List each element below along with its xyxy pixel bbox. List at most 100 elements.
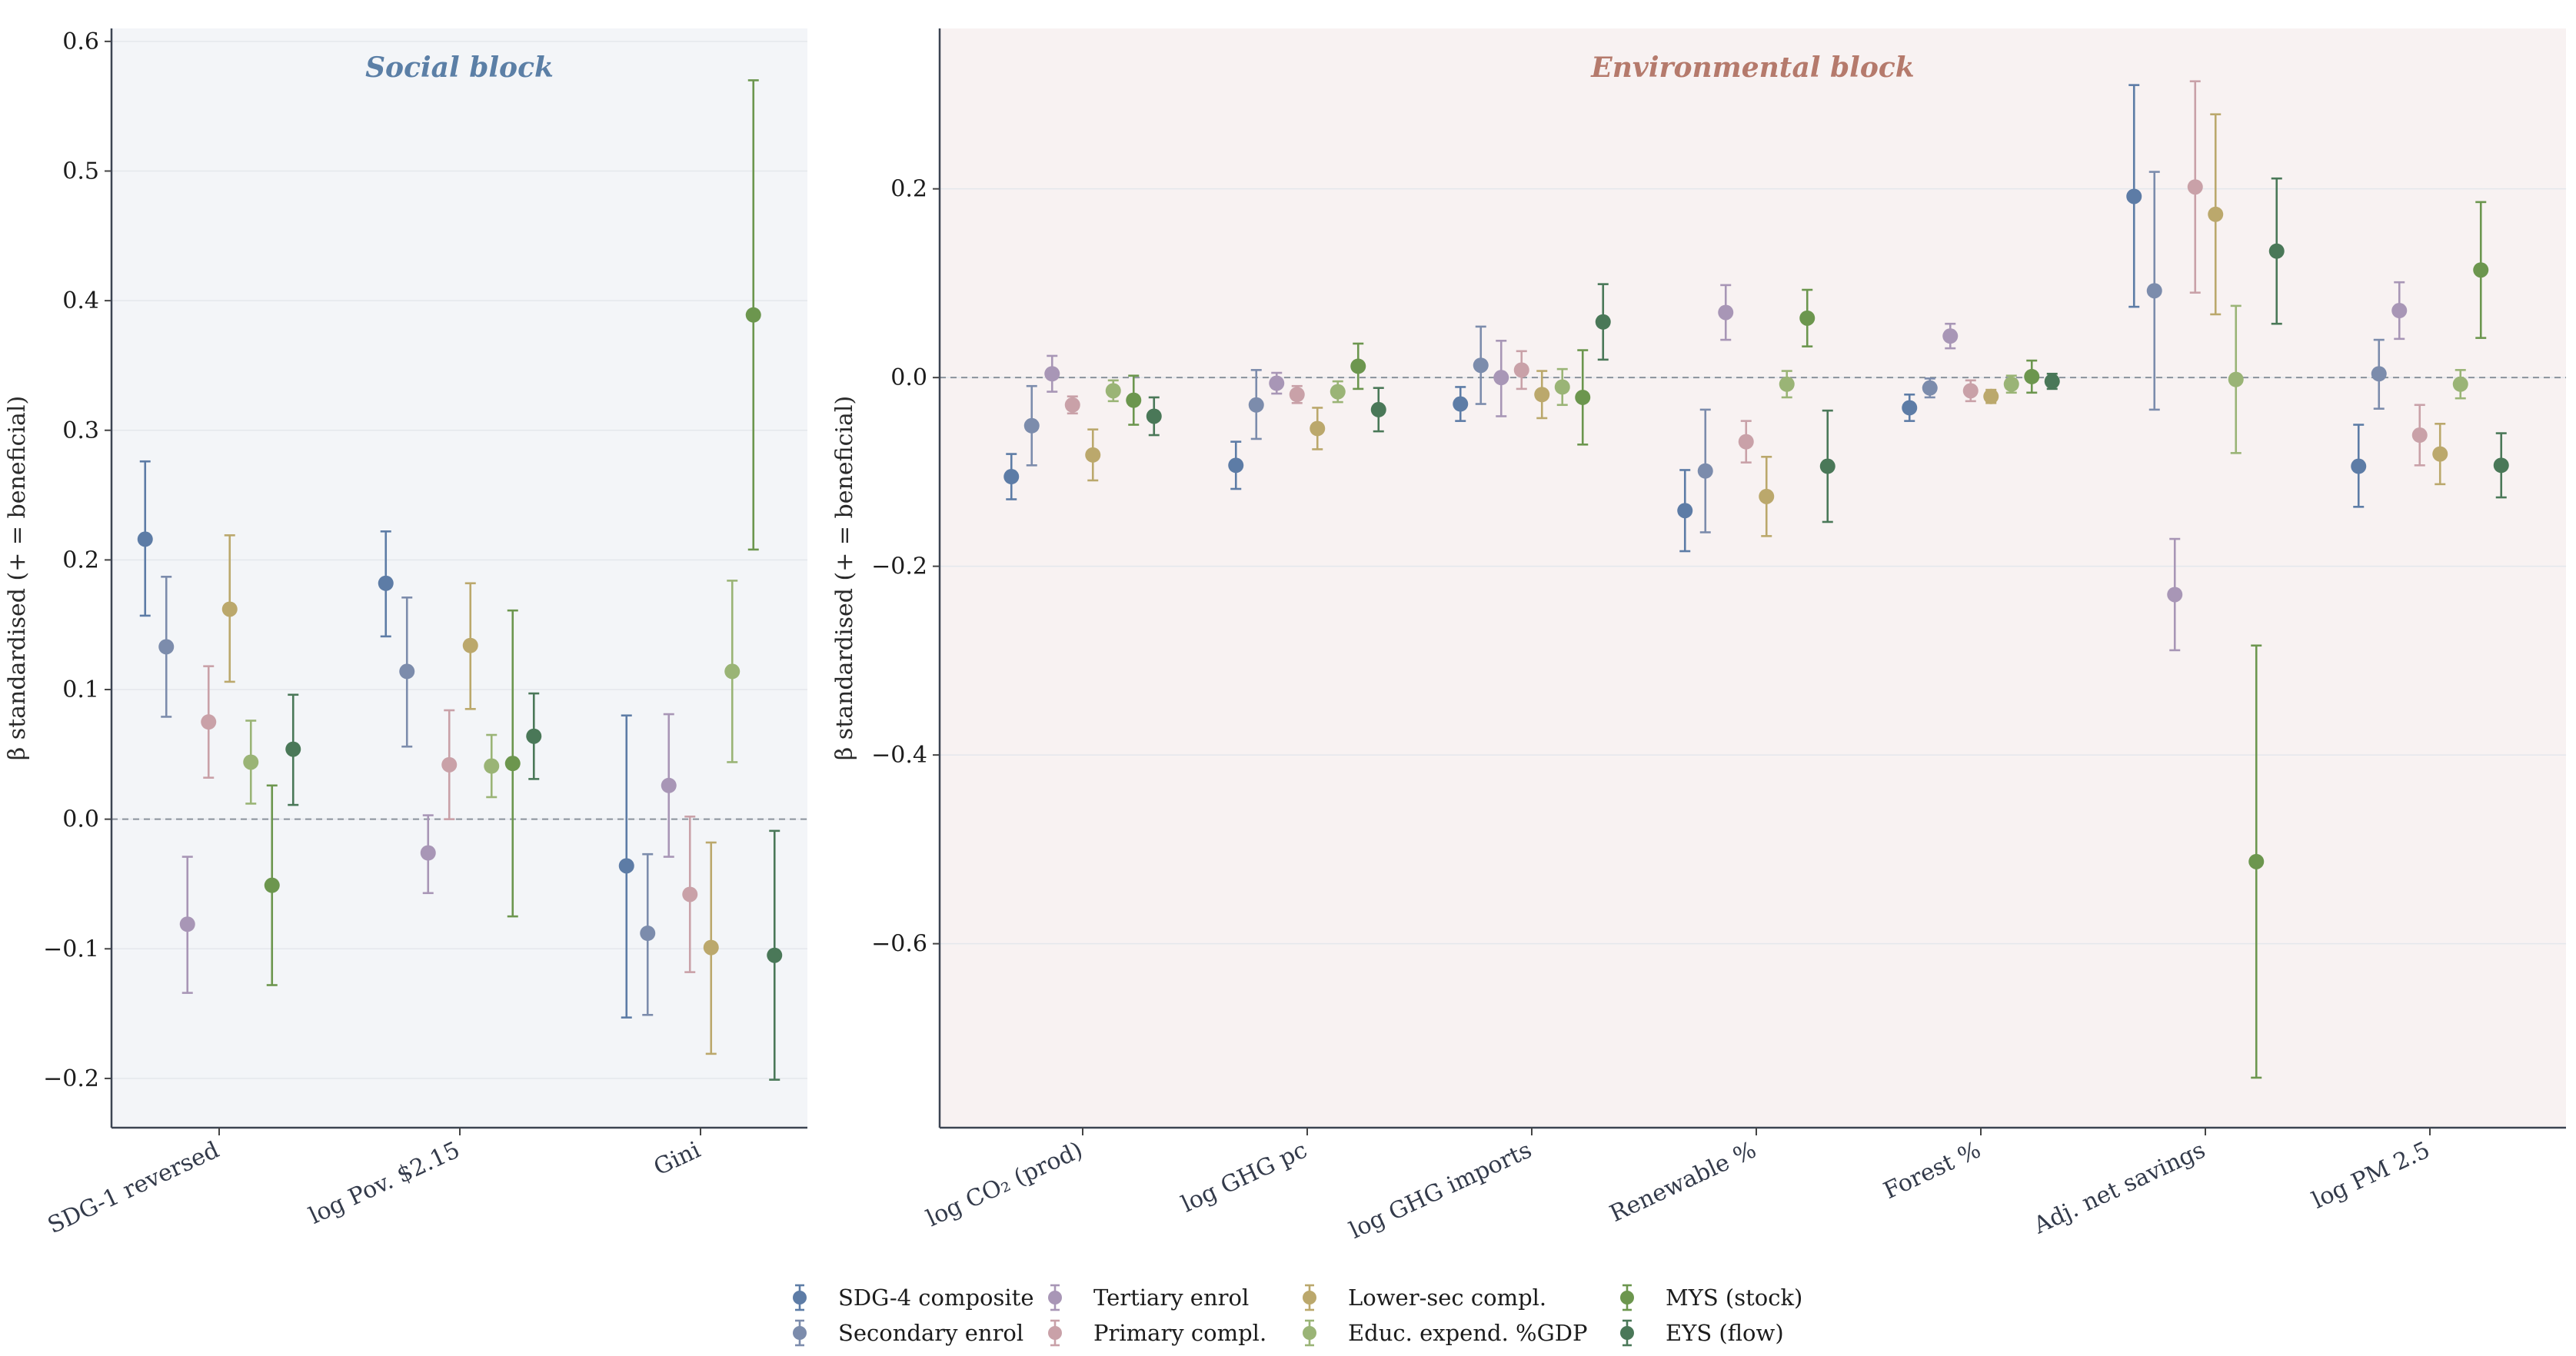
data-point: [2146, 283, 2162, 299]
data-point: [137, 531, 153, 547]
data-point: [1023, 417, 1040, 434]
data-point: [1697, 463, 1713, 479]
data-point: [2268, 243, 2285, 259]
legend-label: Primary compl.: [1093, 1320, 1266, 1346]
data-point: [2473, 262, 2489, 278]
data-point: [1779, 376, 1795, 392]
data-point: [1350, 358, 1366, 374]
x-tick-label: log GHG pc: [1177, 1137, 1311, 1218]
data-point: [1126, 392, 1142, 408]
data-point: [1738, 434, 1754, 450]
data-point: [1289, 387, 1305, 403]
data-point: [1370, 401, 1386, 417]
plot-background: [111, 28, 807, 1128]
legend-label: Lower-sec compl.: [1348, 1285, 1546, 1311]
x-tick-label: log Pov. $2.15: [305, 1137, 464, 1230]
y-tick-label: 0.0: [62, 806, 99, 833]
data-point: [2126, 188, 2142, 204]
legend-marker-dot: [793, 1326, 807, 1340]
data-point: [2044, 374, 2060, 390]
legend-label: Educ. expend. %GDP: [1348, 1320, 1588, 1346]
legend-label: Secondary enrol: [838, 1320, 1023, 1346]
data-point: [1310, 420, 1326, 437]
data-point: [682, 886, 698, 902]
data-point: [2493, 457, 2509, 474]
data-point: [1105, 383, 1121, 399]
y-tick-label: −0.6: [871, 931, 927, 958]
block-title: Environmental block: [1590, 52, 1914, 84]
data-point: [2167, 587, 2183, 603]
data-point: [441, 756, 458, 773]
data-point: [1575, 389, 1591, 405]
data-point: [221, 601, 238, 617]
data-point: [264, 877, 280, 893]
y-tick-label: 0.2: [62, 547, 99, 573]
data-point: [1064, 397, 1080, 413]
data-point: [1330, 384, 1346, 400]
block-title: Social block: [365, 52, 554, 84]
data-point: [2208, 206, 2224, 222]
data-point: [661, 777, 677, 793]
y-axis-label: β standardised (+ = beneficial): [4, 396, 31, 760]
y-tick-label: 0.1: [62, 676, 99, 703]
y-tick-label: 0.3: [62, 417, 99, 444]
data-point: [1146, 408, 1162, 424]
legend-marker-dot: [1620, 1291, 1634, 1304]
data-point: [158, 639, 175, 655]
legend-label: MYS (stock): [1666, 1285, 1802, 1311]
data-point: [1003, 469, 1020, 485]
data-point: [1799, 310, 1816, 326]
x-tick-label: SDG-1 reversed: [44, 1137, 224, 1240]
data-point: [504, 756, 521, 772]
legend-marker-dot: [1620, 1326, 1634, 1340]
data-point: [1819, 458, 1835, 474]
legend: SDG-4 composite Secondary enrol Tertiary e…: [793, 1284, 1802, 1347]
data-point: [2228, 371, 2244, 387]
data-point: [1922, 380, 1938, 396]
x-tick-label: log GHG imports: [1346, 1137, 1536, 1245]
data-point: [462, 637, 478, 653]
data-point: [526, 728, 542, 744]
data-point: [1595, 314, 1611, 330]
y-tick-label: 0.5: [62, 158, 99, 184]
data-point: [2391, 303, 2408, 319]
y-axis-label: β standardised (+ = beneficial): [831, 396, 858, 760]
data-point: [1473, 357, 1489, 374]
data-point: [2432, 446, 2448, 462]
data-point: [1493, 370, 1509, 386]
data-point: [2452, 376, 2468, 392]
data-point: [179, 916, 195, 932]
data-point: [1453, 396, 1469, 412]
legend-label: Tertiary enrol: [1093, 1285, 1249, 1311]
legend-marker-dot: [1048, 1291, 1062, 1304]
data-point: [1718, 304, 1734, 321]
data-point: [724, 663, 741, 680]
environmental-block-panel: −0.6 −0.4 −0.2 0.0 0.2 Environmental block β s…: [831, 28, 2566, 1245]
y-tick-label: −0.2: [43, 1065, 99, 1092]
y-tick-label: −0.4: [871, 742, 927, 769]
x-tick-label: Forest %: [1879, 1137, 1985, 1205]
data-point: [1513, 362, 1529, 378]
data-point: [1554, 379, 1570, 395]
data-point: [1044, 366, 1060, 382]
data-point: [1677, 503, 1693, 519]
data-point: [243, 754, 259, 770]
x-tick-label: Gini: [650, 1137, 704, 1182]
plot-background: [940, 28, 2566, 1128]
data-point: [378, 575, 394, 591]
data-point: [1942, 328, 1959, 344]
legend-label: EYS (flow): [1666, 1320, 1784, 1346]
y-tick-label: −0.1: [43, 936, 99, 962]
data-point: [2351, 458, 2367, 474]
data-point: [1269, 375, 1285, 391]
legend-marker-dot: [793, 1291, 807, 1304]
data-point: [399, 663, 415, 680]
data-point: [2371, 366, 2387, 382]
legend-marker-dot: [1303, 1326, 1316, 1340]
data-point: [2411, 427, 2428, 444]
data-point: [285, 741, 301, 757]
data-point: [420, 845, 436, 861]
x-tick-label: log CO₂ (prod): [922, 1137, 1087, 1233]
data-point: [2003, 376, 2019, 392]
